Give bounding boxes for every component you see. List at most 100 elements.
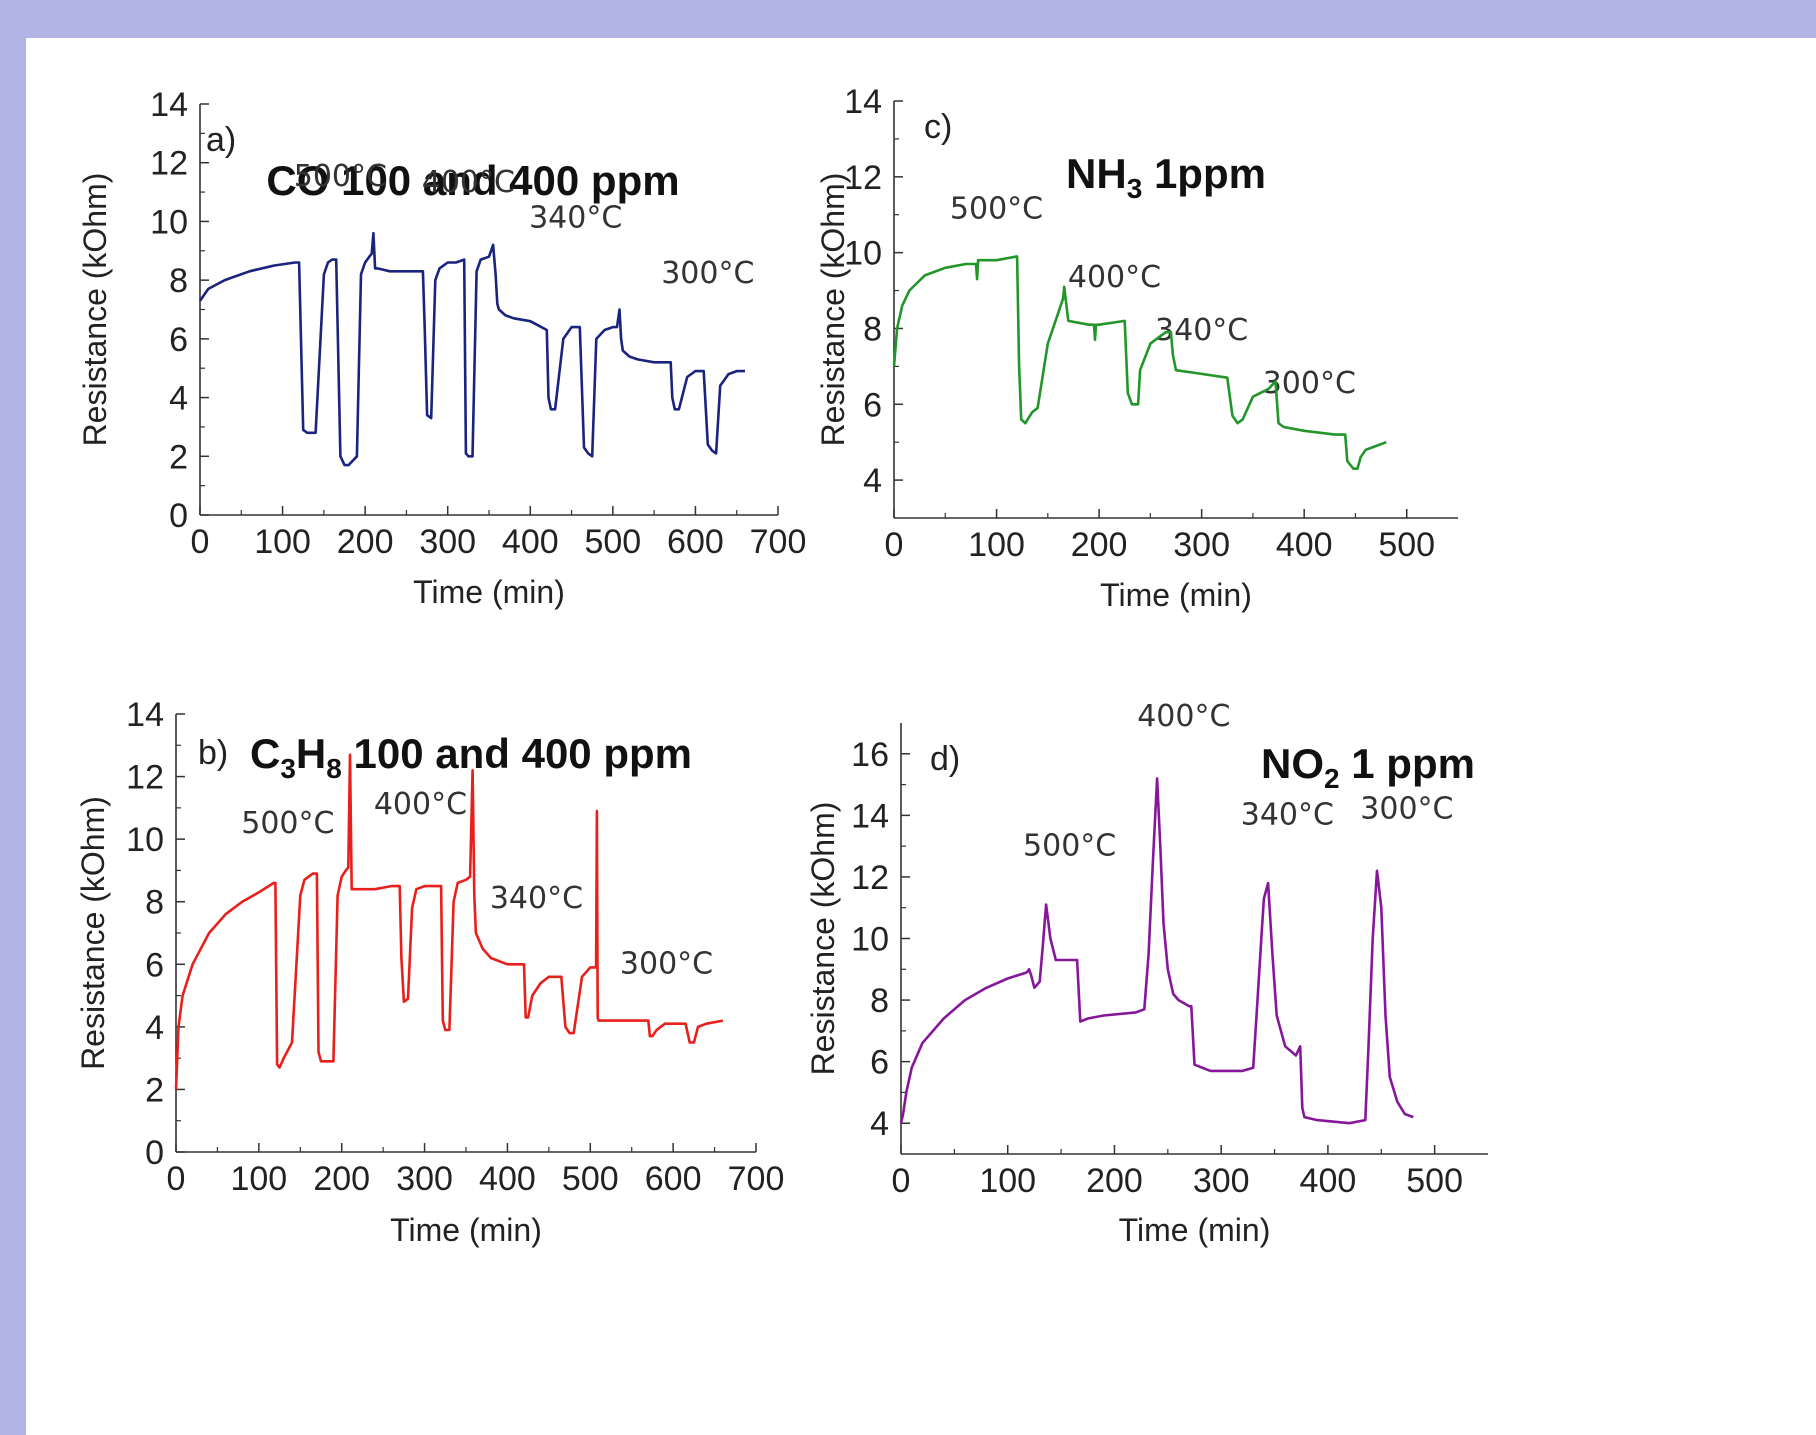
temperature-label: 300°C — [1263, 366, 1356, 401]
y-tick-label: 10 — [126, 821, 164, 859]
panel-label: a) — [206, 121, 236, 159]
temperature-label: 340°C — [529, 200, 622, 235]
title-text: C — [250, 730, 280, 777]
x-tick-label: 500 — [562, 1160, 619, 1198]
temperature-label: 340°C — [1241, 798, 1334, 833]
y-tick-label: 4 — [870, 1105, 889, 1143]
y-tick-label: 12 — [844, 159, 882, 197]
chart-title: NO2 1 ppm — [1261, 740, 1475, 794]
x-tick-label: 100 — [968, 526, 1025, 564]
y-tick-label: 10 — [844, 235, 882, 273]
title-subscript: 3 — [1127, 173, 1143, 204]
x-tick-label: 500 — [584, 523, 641, 561]
chart-title: CO 100 and 400 ppm — [266, 157, 679, 204]
y-tick-label: 16 — [851, 736, 889, 774]
x-axis-title: Time (min) — [1119, 1212, 1271, 1248]
resistance-series-line — [198, 231, 745, 467]
x-tick-label: 0 — [892, 1162, 911, 1200]
title-subscript: 8 — [326, 753, 342, 784]
x-axis-title: Time (min) — [413, 574, 565, 610]
panel-label: b) — [198, 734, 228, 772]
y-axis-title: Resistance (kOhm) — [815, 173, 851, 447]
y-tick-label: 6 — [169, 321, 188, 359]
x-tick-label: 400 — [479, 1160, 536, 1198]
panel-label: c) — [924, 108, 952, 146]
y-tick-label: 0 — [169, 497, 188, 535]
y-axis-title: Resistance (kOhm) — [77, 173, 113, 447]
temperature-label: 340°C — [490, 881, 583, 916]
temperature-label: 400°C — [374, 787, 467, 822]
y-tick-label: 4 — [863, 462, 882, 500]
x-tick-label: 600 — [645, 1160, 702, 1198]
y-tick-label: 4 — [145, 1009, 164, 1047]
x-tick-label: 100 — [254, 523, 311, 561]
title-text: NO — [1261, 740, 1324, 787]
resistance-series-line — [892, 255, 1387, 470]
y-tick-label: 12 — [126, 759, 164, 797]
temperature-label: 500°C — [241, 806, 334, 841]
temperature-label: 300°C — [661, 256, 754, 291]
x-tick-label: 400 — [502, 523, 559, 561]
y-axis-title: Resistance (kOhm) — [805, 802, 841, 1076]
y-tick-label: 14 — [851, 797, 889, 835]
x-tick-label: 0 — [167, 1160, 186, 1198]
y-axis-title: Resistance (kOhm) — [75, 796, 111, 1070]
temperature-label: 400°C — [1137, 699, 1230, 734]
title-text: NH — [1066, 150, 1127, 197]
x-tick-label: 100 — [979, 1162, 1036, 1200]
x-tick-label: 200 — [1071, 526, 1128, 564]
x-tick-label: 300 — [1173, 526, 1230, 564]
title-subscript: 2 — [1324, 763, 1340, 794]
y-tick-label: 14 — [126, 696, 164, 734]
x-tick-label: 700 — [750, 523, 807, 561]
y-tick-label: 4 — [169, 380, 188, 418]
y-tick-label: 6 — [863, 386, 882, 424]
y-tick-label: 6 — [145, 946, 164, 984]
x-tick-label: 700 — [728, 1160, 785, 1198]
y-tick-label: 14 — [844, 83, 882, 121]
temperature-label: 340°C — [1155, 313, 1248, 348]
title-text: H — [296, 730, 326, 777]
chart-title: C3H8 100 and 400 ppm — [250, 730, 692, 784]
title-text: 100 and 400 ppm — [342, 730, 692, 777]
y-tick-label: 0 — [145, 1134, 164, 1172]
temperature-label: 400°C — [1068, 260, 1161, 295]
y-tick-label: 10 — [150, 203, 188, 241]
x-tick-label: 400 — [1276, 526, 1333, 564]
y-tick-label: 2 — [169, 438, 188, 476]
y-tick-label: 8 — [870, 982, 889, 1020]
y-tick-label: 14 — [150, 86, 188, 124]
temperature-label: 500°C — [294, 159, 387, 194]
y-tick-label: 2 — [145, 1071, 164, 1109]
y-tick-label: 8 — [145, 884, 164, 922]
temperature-label: 500°C — [950, 192, 1043, 227]
x-tick-label: 300 — [419, 523, 476, 561]
title-text: 1ppm — [1142, 150, 1266, 197]
x-tick-label: 100 — [230, 1160, 287, 1198]
y-tick-label: 8 — [169, 262, 188, 300]
temperature-label: 300°C — [1360, 791, 1453, 826]
y-tick-label: 6 — [870, 1044, 889, 1082]
chart-panel-c: 0 100 200 300 400 500 4 6 8 10 12 14 Time (min) Resis… — [815, 83, 1458, 613]
x-tick-label: 200 — [1086, 1162, 1143, 1200]
figure-canvas: 0 100 200 300 400 500 600 700 0 2 4 6 8 10 12 14 Time (m… — [26, 38, 1816, 1435]
chart-panel-d: 0 100 200 300 400 500 4 6 8 10 12 14 16 Time (min) Res… — [805, 699, 1488, 1248]
x-tick-label: 500 — [1406, 1162, 1463, 1200]
temperature-label: 500°C — [1023, 828, 1116, 863]
temperature-label: 400°C — [422, 165, 515, 200]
x-tick-label: 300 — [1193, 1162, 1250, 1200]
title-text: 1 ppm — [1340, 740, 1475, 787]
x-tick-label: 200 — [313, 1160, 370, 1198]
title-subscript: 3 — [280, 753, 296, 784]
resistance-series-line — [899, 777, 1414, 1125]
x-tick-label: 0 — [885, 526, 904, 564]
temperature-label: 300°C — [620, 947, 713, 982]
y-tick-label: 12 — [851, 859, 889, 897]
x-tick-label: 0 — [191, 523, 210, 561]
title-text: CO 100 and 400 ppm — [266, 157, 679, 204]
x-axis-title: Time (min) — [1100, 577, 1252, 613]
panel-label: d) — [930, 740, 960, 778]
y-tick-label: 8 — [863, 310, 882, 348]
x-tick-label: 200 — [337, 523, 394, 561]
